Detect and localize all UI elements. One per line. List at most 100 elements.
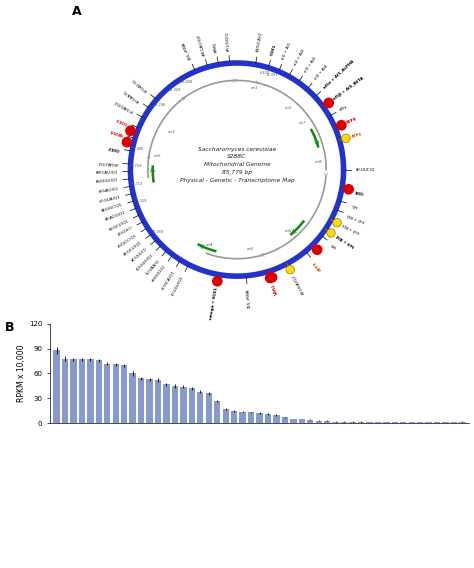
Bar <box>358 421 364 423</box>
Text: ori4: ori4 <box>206 243 213 247</box>
Text: tN(GUU)Q1: tN(GUU)Q1 <box>96 178 118 184</box>
Bar <box>366 422 373 423</box>
Circle shape <box>324 98 333 107</box>
Bar <box>172 386 178 423</box>
Text: tH(GUG)Q: tH(GUG)Q <box>152 264 167 282</box>
Circle shape <box>213 277 222 286</box>
Text: COX3: COX3 <box>115 116 128 125</box>
Bar <box>104 364 110 423</box>
Text: 83,008: 83,008 <box>181 80 193 84</box>
Circle shape <box>342 134 350 143</box>
Text: al4 + AI4: al4 + AI4 <box>314 64 329 81</box>
Text: tQ(UUG)Q1: tQ(UUG)Q1 <box>135 252 154 272</box>
Bar <box>442 422 449 423</box>
Bar <box>383 422 390 423</box>
Text: RPM1: RPM1 <box>212 41 218 53</box>
Bar <box>307 420 313 423</box>
Text: tW(UCA)Q: tW(UCA)Q <box>256 32 263 53</box>
Text: tR(ACG)Q1: tR(ACG)Q1 <box>105 210 127 222</box>
Text: tS(UGA)Q2: tS(UGA)Q2 <box>291 274 305 295</box>
Bar <box>417 422 423 423</box>
Bar <box>290 419 297 423</box>
Text: bi3 + BI3: bi3 + BI3 <box>342 222 361 234</box>
Circle shape <box>265 273 275 283</box>
Text: tT(UGU)Q1: tT(UGU)Q1 <box>171 275 185 296</box>
Circle shape <box>286 265 294 274</box>
Circle shape <box>122 137 132 147</box>
Bar <box>459 421 465 423</box>
Bar <box>54 350 60 423</box>
Text: ori7: ori7 <box>299 122 307 126</box>
Bar <box>96 360 102 423</box>
Bar <box>146 379 153 423</box>
Text: tY(GUA)Q1: tY(GUA)Q1 <box>99 194 121 203</box>
Text: A: A <box>72 5 82 18</box>
Circle shape <box>333 219 341 227</box>
Text: 73,764: 73,764 <box>130 164 143 168</box>
Text: ATP9: ATP9 <box>312 260 322 271</box>
Text: 65,329: 65,329 <box>135 199 147 203</box>
Text: tI(GAU)Q2: tI(GAU)Q2 <box>97 160 118 165</box>
Bar <box>214 401 220 423</box>
Text: 15S_rRNA: 15S_rRNA <box>181 41 192 61</box>
Bar <box>299 419 305 423</box>
Text: bi1: bi1 <box>350 203 357 208</box>
Text: tC(GCA)Q1: tC(GCA)Q1 <box>161 270 175 290</box>
Text: tM(CAU)Q2: tM(CAU)Q2 <box>196 33 206 56</box>
Bar <box>112 364 119 423</box>
Circle shape <box>267 273 277 282</box>
Bar <box>129 374 136 423</box>
Bar <box>239 412 246 423</box>
Text: tA(UGC)Q1: tA(UGC)Q1 <box>101 203 124 213</box>
Bar <box>180 387 187 423</box>
Y-axis label: RPKM x 10,000: RPKM x 10,000 <box>17 345 26 402</box>
Bar <box>121 365 128 423</box>
Bar <box>164 384 170 423</box>
Text: bi5: bi5 <box>330 241 337 248</box>
Text: ori6: ori6 <box>285 229 292 233</box>
Bar <box>87 360 93 423</box>
Text: tI(GAU)Q1: tI(GAU)Q1 <box>99 186 119 193</box>
Bar <box>426 422 432 423</box>
Bar <box>434 422 440 423</box>
Text: VAR1: VAR1 <box>272 282 279 295</box>
Text: bi2 + BI2: bi2 + BI2 <box>347 212 365 223</box>
Text: ATP8: ATP8 <box>346 117 358 125</box>
Bar <box>392 422 398 423</box>
Bar <box>349 421 356 423</box>
Bar <box>231 411 237 423</box>
Text: COB: COB <box>354 188 364 194</box>
Bar <box>256 414 263 423</box>
Text: al5α + AI5_ALPHA: al5α + AI5_ALPHA <box>323 60 355 90</box>
Bar <box>62 358 68 423</box>
Text: Saccharomyces cerevisiae
S288C
Mitochondrial Genome
85,779 bp
Physical - Genetic: Saccharomyces cerevisiae S288C Mitochond… <box>180 147 294 183</box>
Circle shape <box>327 229 335 237</box>
Text: tV(UAC)Q: tV(UAC)Q <box>131 77 148 93</box>
Text: omega + SCE1: omega + SCE1 <box>209 287 218 320</box>
Bar <box>341 421 347 423</box>
Text: tS(GCU)Q1: tS(GCU)Q1 <box>109 218 130 231</box>
Text: Q0255: Q0255 <box>109 128 124 137</box>
Text: tK(UUU)Q: tK(UUU)Q <box>131 247 148 262</box>
Bar <box>324 421 330 423</box>
Bar <box>316 421 322 423</box>
Text: ori5: ori5 <box>154 153 162 157</box>
Text: ori5: ori5 <box>247 247 255 250</box>
Bar <box>409 422 415 423</box>
Circle shape <box>126 126 135 135</box>
Text: ATP6: ATP6 <box>351 132 363 139</box>
Bar <box>332 421 339 423</box>
Text: tF(GAA)Q: tF(GAA)Q <box>123 89 140 103</box>
Text: al5γ: al5γ <box>339 104 348 112</box>
Text: 6,470: 6,470 <box>260 70 270 75</box>
Text: tM(CAU)Q1: tM(CAU)Q1 <box>95 170 118 174</box>
Text: 13,393: 13,393 <box>265 73 278 77</box>
Bar <box>189 389 195 423</box>
Text: 21S_rRNA: 21S_rRNA <box>246 288 251 308</box>
Bar <box>197 392 203 423</box>
Text: B: B <box>5 321 14 334</box>
Text: tR(UCU)Q1: tR(UCU)Q1 <box>123 240 143 256</box>
Bar <box>265 414 271 423</box>
Bar <box>282 417 288 423</box>
Text: tP(UGG)Q: tP(UGG)Q <box>225 31 231 51</box>
